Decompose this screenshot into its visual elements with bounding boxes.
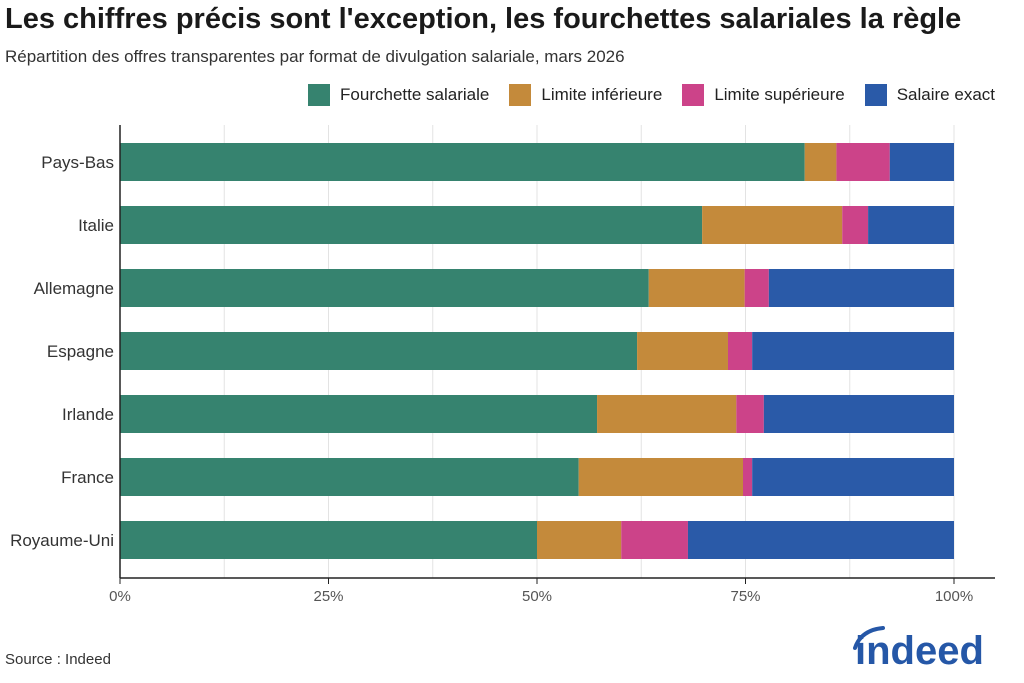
legend-item-salaire-exact: Salaire exact <box>864 84 995 106</box>
legend-item-fourchette-salariale: Fourchette salariale <box>308 84 489 106</box>
bar-espagne-limite-inferieure <box>637 332 728 370</box>
bar-pays-bas-fourchette-salariale <box>120 143 805 181</box>
legend-label-salaire-exact: Salaire exact <box>896 85 995 104</box>
bar-allemagne-limite-superieure <box>744 269 769 307</box>
chart-title: Les chiffres précis sont l'exception, le… <box>5 3 962 35</box>
logo-swoosh-icon <box>853 626 885 650</box>
bar-irlande-salaire-exact <box>763 395 954 433</box>
x-axis-ticks: 0% 25% 50% 75% 100% <box>109 578 973 605</box>
bars <box>120 143 954 559</box>
bar-italie-limite-superieure <box>842 206 869 244</box>
bar-espagne-limite-superieure <box>727 332 753 370</box>
bar-pays-bas-salaire-exact <box>889 143 954 181</box>
bar-allemagne-limite-inferieure <box>648 269 745 307</box>
category-label-italie: Italie <box>78 216 114 235</box>
category-label-espagne: Espagne <box>47 342 114 361</box>
bar-pays-bas-limite-inferieure <box>804 143 837 181</box>
legend-item-limite-superieure: Limite supérieure <box>682 84 845 106</box>
category-labels: Pays-Bas Italie Allemagne Espagne Irlande Fra… <box>10 153 114 550</box>
bar-irlande-limite-superieure <box>736 395 764 433</box>
chart-subtitle: Répartition des offres transparentes par… <box>5 47 625 66</box>
bar-france-fourchette-salariale <box>120 458 579 496</box>
bar-allemagne-salaire-exact <box>768 269 954 307</box>
category-label-irlande: Irlande <box>62 405 114 424</box>
source-note: Source : Indeed <box>5 651 111 668</box>
bar-france-limite-superieure <box>742 458 753 496</box>
bar-france-salaire-exact <box>752 458 954 496</box>
bar-royaume-uni-salaire-exact <box>687 521 954 559</box>
legend-item-limite-inferieure: Limite inférieure <box>509 84 662 106</box>
legend-label-limite-inferieure: Limite inférieure <box>541 85 663 104</box>
x-tick-label: 75% <box>730 588 760 605</box>
bar-espagne-salaire-exact <box>752 332 954 370</box>
legend-swatch-fourchette-salariale <box>308 84 331 106</box>
legend-swatch-limite-superieure <box>682 84 705 106</box>
legend-swatch-salaire-exact <box>864 84 887 106</box>
x-tick-label: 25% <box>313 588 343 605</box>
category-label-pays-bas: Pays-Bas <box>41 153 114 172</box>
stacked-bar-chart: 0% 25% 50% 75% 100% Pays-Bas Italie Allemagne E… <box>10 125 995 605</box>
logo-wordmark: indeed <box>855 629 984 670</box>
bar-france-limite-inferieure <box>578 458 743 496</box>
bar-espagne-fourchette-salariale <box>120 332 638 370</box>
x-tick-label: 50% <box>522 588 552 605</box>
legend-swatch-limite-inferieure <box>509 84 532 106</box>
bar-italie-salaire-exact <box>868 206 954 244</box>
bar-royaume-uni-fourchette-salariale <box>120 521 537 559</box>
legend-label-limite-superieure: Limite supérieure <box>714 85 845 104</box>
indeed-logo: indeed <box>853 626 984 670</box>
x-tick-label: 0% <box>109 588 131 605</box>
bar-italie-limite-inferieure <box>702 206 843 244</box>
axes <box>119 125 995 579</box>
bar-royaume-uni-limite-inferieure <box>537 521 622 559</box>
category-label-royaume-uni: Royaume-Uni <box>10 531 114 550</box>
legend-label-fourchette-salariale: Fourchette salariale <box>340 85 490 104</box>
bar-irlande-limite-inferieure <box>597 395 737 433</box>
category-label-allemagne: Allemagne <box>34 279 114 298</box>
category-label-france: France <box>61 468 114 487</box>
legend: Fourchette salariale Limite inférieure L… <box>308 84 995 106</box>
bar-italie-fourchette-salariale <box>120 206 703 244</box>
bar-royaume-uni-limite-superieure <box>621 521 688 559</box>
bar-allemagne-fourchette-salariale <box>120 269 649 307</box>
x-tick-label: 100% <box>935 588 973 605</box>
bar-irlande-fourchette-salariale <box>120 395 598 433</box>
bar-pays-bas-limite-superieure <box>836 143 890 181</box>
